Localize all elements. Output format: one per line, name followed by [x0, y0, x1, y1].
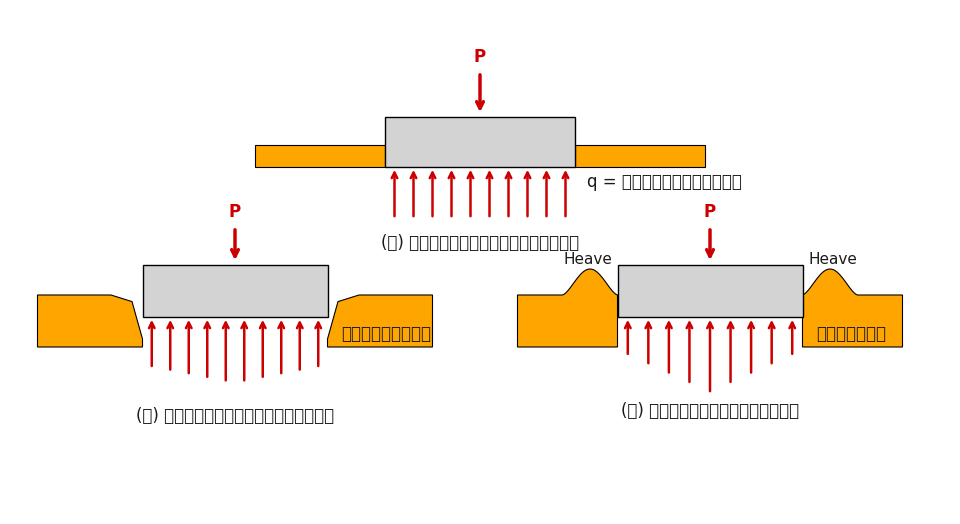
Text: (ข) ฐานรากบนดินเหนียว: (ข) ฐานรากบนดินเหนียว: [136, 407, 334, 425]
Polygon shape: [37, 295, 142, 347]
Text: (ก) แรงดันดินสม่ำเสมอ: (ก) แรงดันดินสม่ำเสมอ: [381, 234, 579, 252]
Text: (ค) ฐานรากบนดินทราย: (ค) ฐานรากบนดินทราย: [621, 402, 799, 420]
Text: q = แรงดันแบกทาน: q = แรงดันแบกทาน: [587, 173, 742, 191]
Text: P: P: [228, 203, 241, 221]
Text: Heave: Heave: [808, 253, 857, 267]
Polygon shape: [327, 295, 433, 347]
Bar: [142, 265, 327, 317]
Text: Heave: Heave: [564, 253, 612, 267]
Polygon shape: [803, 269, 902, 347]
Polygon shape: [517, 269, 617, 347]
Text: P: P: [474, 48, 486, 66]
Bar: [255, 145, 385, 167]
Text: P: P: [704, 203, 716, 221]
Text: ดินทราย: ดินทราย: [817, 325, 886, 343]
Bar: [385, 117, 575, 167]
Text: ดินเหนียว: ดินเหนียว: [342, 325, 431, 343]
Bar: [575, 145, 705, 167]
Bar: [617, 265, 803, 317]
